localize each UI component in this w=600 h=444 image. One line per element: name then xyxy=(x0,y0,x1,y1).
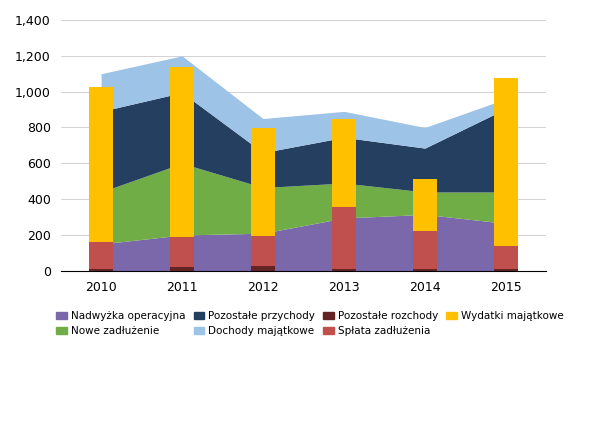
Bar xyxy=(413,269,437,271)
Bar xyxy=(332,269,356,271)
Bar xyxy=(413,231,437,269)
Bar xyxy=(332,119,356,207)
Bar xyxy=(89,269,113,271)
Bar xyxy=(332,207,356,269)
Bar xyxy=(170,237,194,267)
Bar xyxy=(170,267,194,271)
Bar xyxy=(494,246,518,269)
Bar xyxy=(494,269,518,271)
Bar xyxy=(89,242,113,269)
Bar xyxy=(251,236,275,266)
Bar xyxy=(251,266,275,271)
Bar xyxy=(494,78,518,246)
Legend: Nadwyżka operacyjna, Nowe zadłużenie, Pozostałe przychody, Dochody majątkowe, Po: Nadwyżka operacyjna, Nowe zadłużenie, Po… xyxy=(56,311,564,336)
Bar xyxy=(89,87,113,242)
Bar xyxy=(251,128,275,236)
Bar xyxy=(170,67,194,237)
Bar xyxy=(413,178,437,231)
